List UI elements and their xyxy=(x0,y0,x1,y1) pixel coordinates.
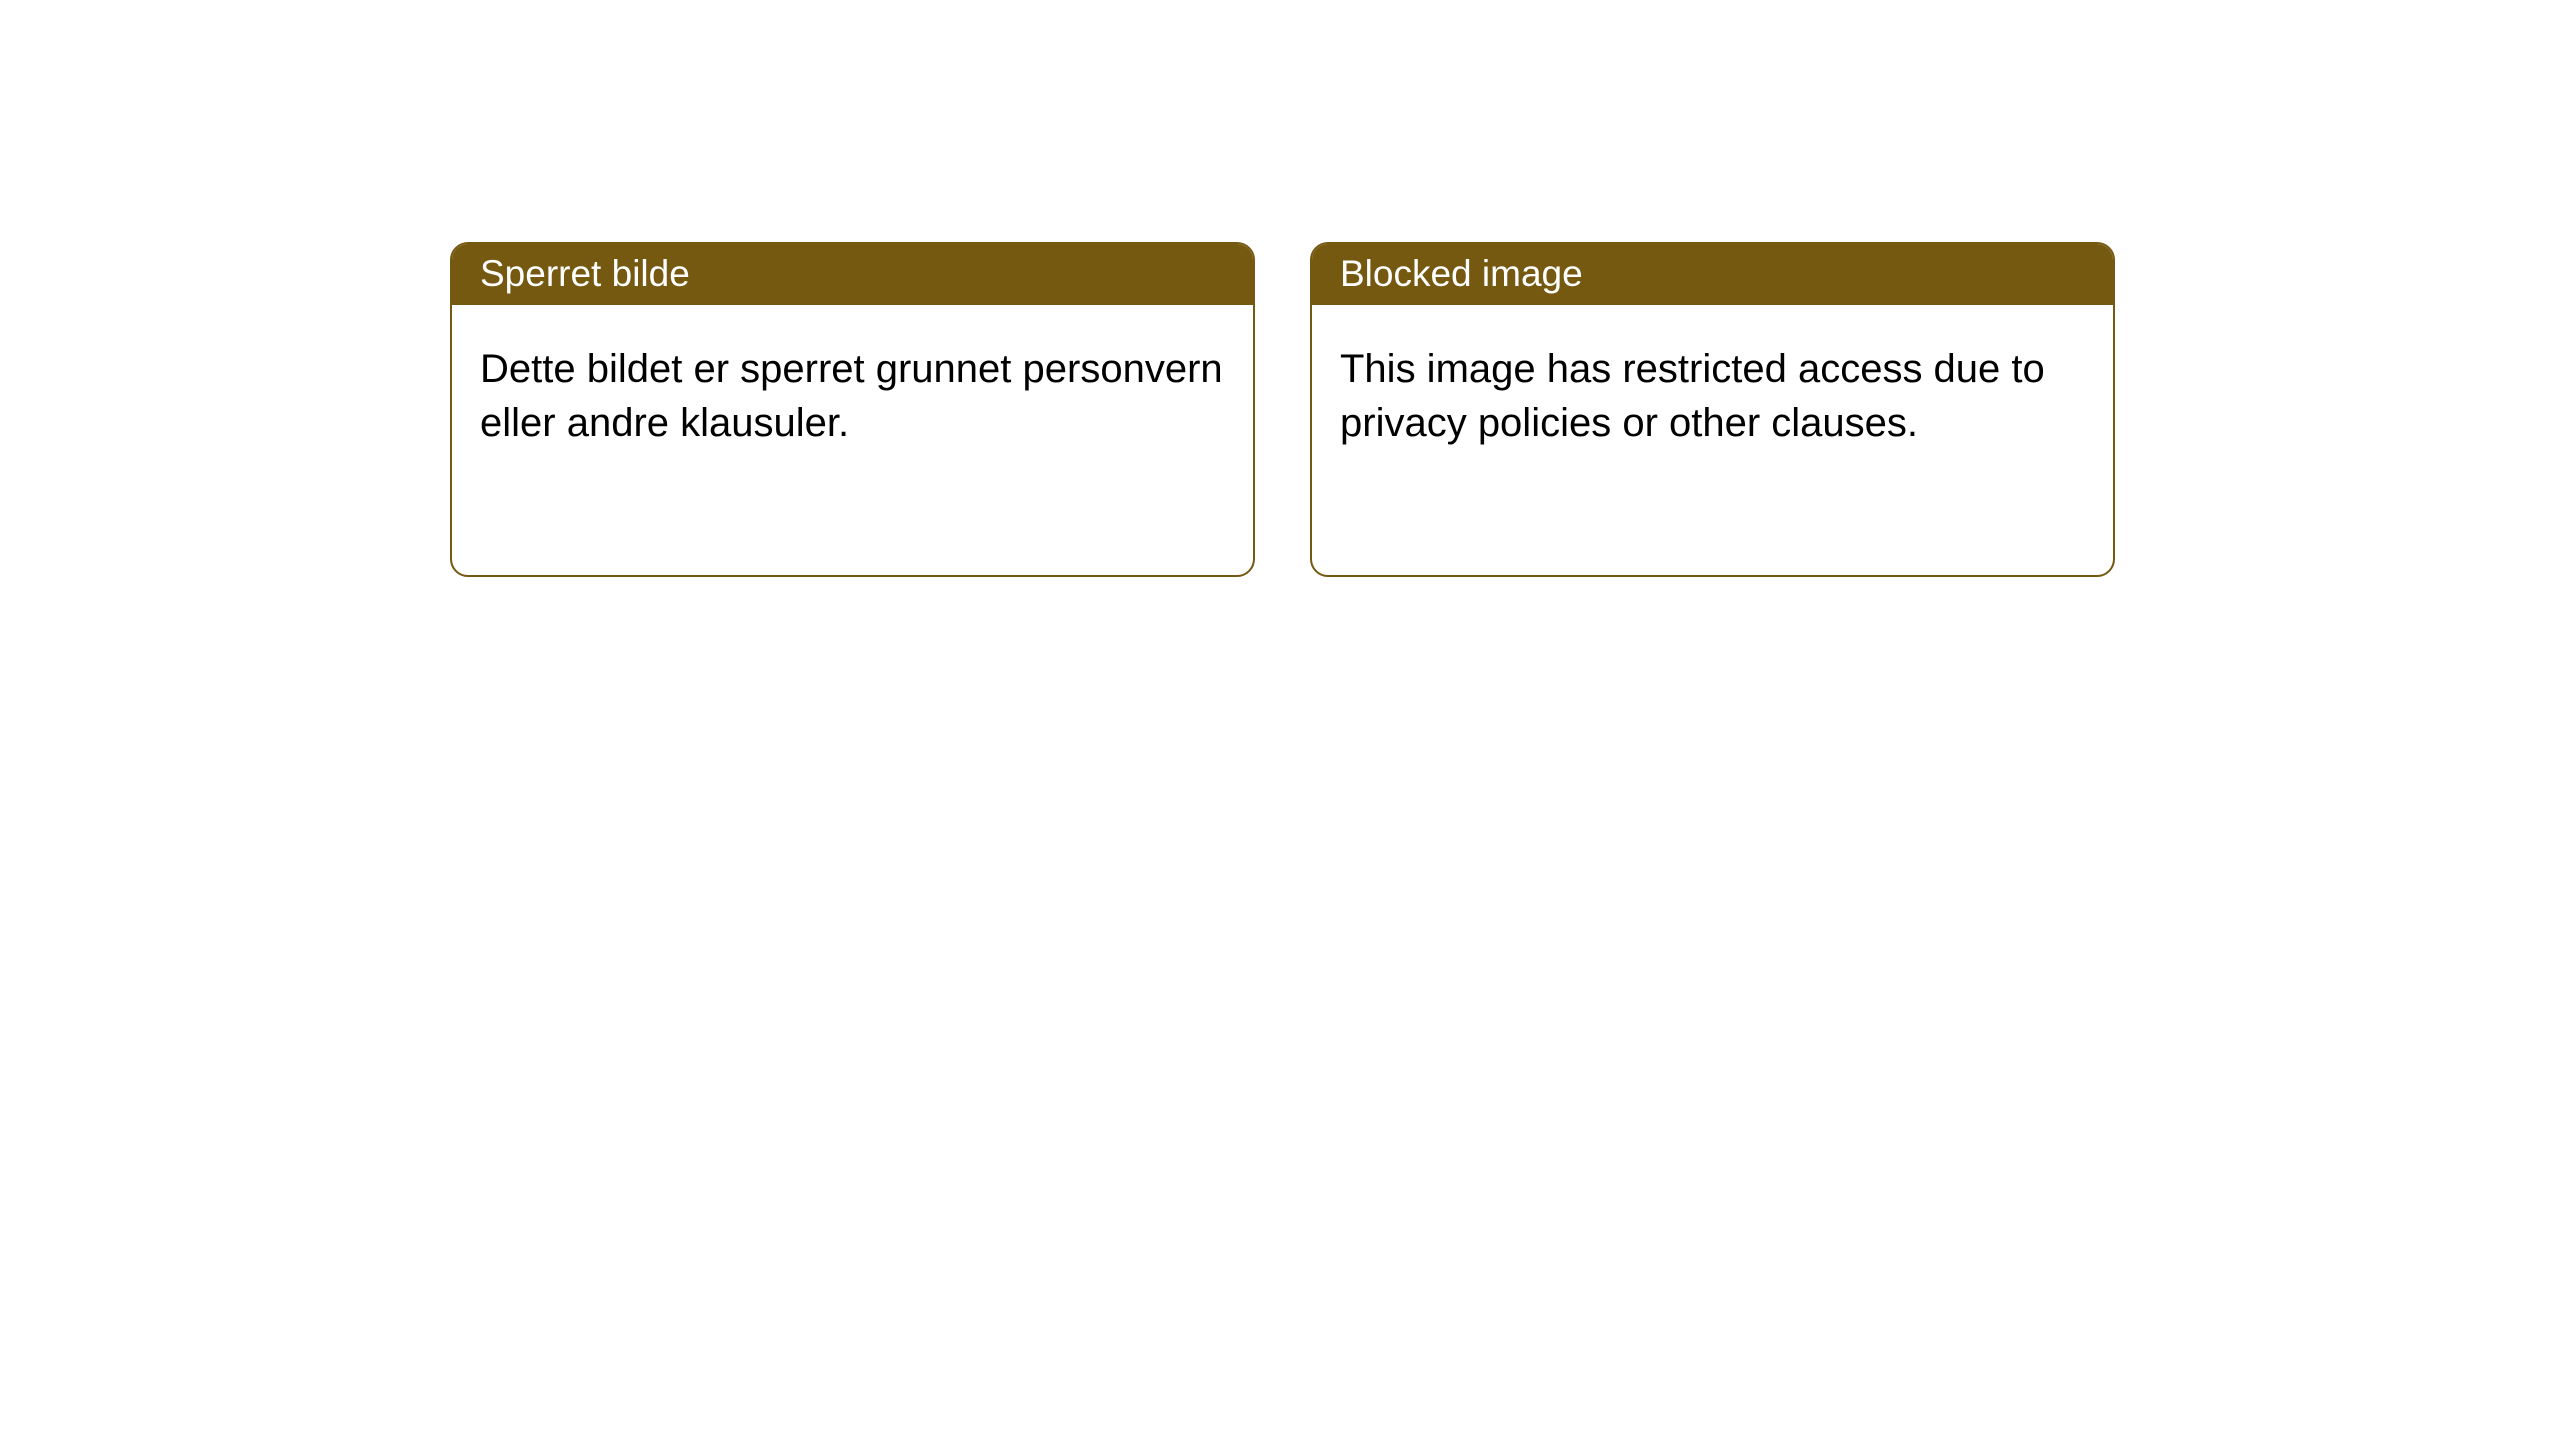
notice-card-body: Dette bildet er sperret grunnet personve… xyxy=(452,305,1253,478)
notice-card-body: This image has restricted access due to … xyxy=(1312,305,2113,478)
notice-card-title: Blocked image xyxy=(1312,244,2113,305)
notice-card-title: Sperret bilde xyxy=(452,244,1253,305)
notice-cards-row: Sperret bilde Dette bildet er sperret gr… xyxy=(450,242,2115,577)
notice-card-en: Blocked image This image has restricted … xyxy=(1310,242,2115,577)
notice-card-no: Sperret bilde Dette bildet er sperret gr… xyxy=(450,242,1255,577)
